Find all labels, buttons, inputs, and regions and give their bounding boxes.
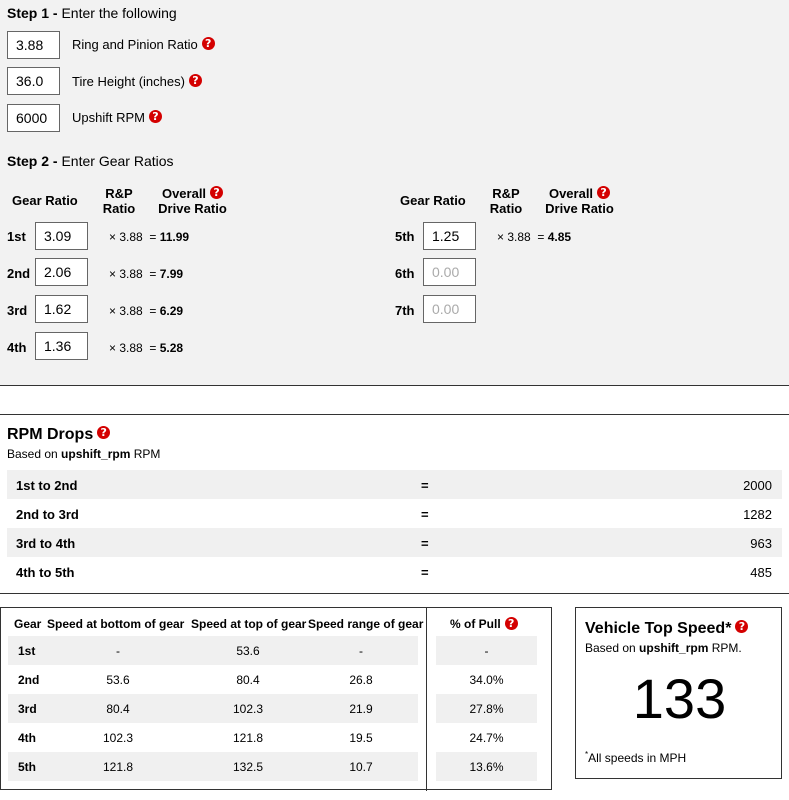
top-speed-title: Vehicle Top Speed*? (585, 620, 749, 638)
step2-title: Step 2 - Enter Gear Ratios (7, 153, 174, 169)
help-icon[interactable]: ? (148, 110, 162, 123)
help-icon[interactable]: ? (201, 37, 215, 50)
gear-1-label: 1st (7, 229, 26, 244)
help-icon[interactable]: ? (188, 74, 202, 87)
speed-units-footnote: *All speeds in MPH (585, 750, 687, 765)
table-row: 3rd 80.4 102.3 21.9 (8, 694, 418, 723)
table-row: 4th 102.3 121.8 19.5 (18, 731, 373, 745)
top-speed-value: 133 (632, 667, 727, 730)
gear-3-label: 3rd (7, 303, 28, 318)
gear-ratio-header: Gear Ratio (400, 193, 466, 208)
gear-4-calc: × 3.88 = 5.28 (109, 341, 184, 355)
gear-2-calc: × 3.88 = 7.99 (109, 267, 184, 281)
help-icon[interactable]: ? (210, 186, 224, 199)
rpm-drops-panel: RPM Drops? Based on upshift_rpm RPM 1st … (0, 414, 789, 594)
pull-cell: 34.0% (469, 673, 504, 687)
top-speed-column-header: Speed at top of gear (191, 617, 307, 631)
rp-ratio-header: R&P Ratio (489, 186, 523, 216)
pull-cell: - (436, 636, 537, 665)
rpm-drop-row: 3rd to 4th = 963 (7, 528, 782, 557)
overall-drive-ratio-header: Overall? Drive Ratio (158, 186, 227, 216)
gear-ratio-header: Gear Ratio (12, 193, 78, 208)
pull-cell: 24.7% (469, 731, 504, 745)
gear-4-label: 4th (7, 340, 27, 355)
gear-5-label: 5th (395, 229, 415, 244)
speed-table-header: Gear Speed at bottom of gear Speed at to… (1, 608, 426, 640)
speed-range-column-header: Speed range of gear (308, 617, 424, 631)
column-divider (426, 608, 427, 791)
ring-pinion-label: Ring and Pinion Ratio? (72, 37, 215, 52)
rpm-drop-row: 2nd to 3rd = 1282 (16, 507, 772, 522)
gear-2-label: 2nd (7, 266, 31, 281)
tire-height-input[interactable]: 36.0 (7, 67, 60, 95)
ring-pinion-input[interactable]: 3.88 (7, 31, 60, 59)
gear-7-input[interactable]: 0.00 (423, 295, 476, 323)
gear-5-calc: × 3.88 = 4.85 (497, 230, 572, 244)
gear-column-header: Gear (14, 617, 42, 631)
pull-cell: 13.6% (436, 752, 537, 781)
help-icon[interactable]: ? (97, 426, 111, 439)
rp-ratio-header: R&P Ratio (102, 186, 136, 216)
help-icon[interactable]: ? (735, 620, 749, 633)
gear-1-calc: × 3.88 = 11.99 (109, 230, 190, 244)
pull-column-header: % of Pull? (450, 617, 518, 631)
input-panel: Step 1 - Enter the following 3.88 Ring a… (0, 0, 789, 386)
pull-cell: 27.8% (436, 694, 537, 723)
gear-6-input[interactable]: 0.00 (423, 258, 476, 286)
rpm-drop-row: 4th to 5th = 485 (16, 565, 772, 580)
gear-2-input[interactable]: 2.06 (35, 258, 88, 286)
rpm-drops-subtitle: Based on upshift_rpm RPM (7, 447, 161, 461)
gear-3-input[interactable]: 1.62 (35, 295, 88, 323)
table-row: 2nd 53.6 80.4 26.8 (18, 673, 373, 687)
upshift-rpm-input[interactable]: 6000 (7, 104, 60, 132)
tire-height-label: Tire Height (inches)? (72, 74, 202, 89)
gear-3-calc: × 3.88 = 6.29 (109, 304, 184, 318)
gear-speed-table: Gear Speed at bottom of gear Speed at to… (0, 607, 552, 791)
rpm-drops-title: RPM Drops? (7, 426, 111, 444)
table-row: 5th 121.8 132.5 10.7 (8, 752, 418, 781)
help-icon[interactable]: ? (504, 617, 518, 630)
help-icon[interactable]: ? (597, 186, 611, 199)
overall-drive-ratio-header: Overall? Drive Ratio (545, 186, 614, 216)
gear-4-input[interactable]: 1.36 (35, 332, 88, 360)
step1-title: Step 1 - Enter the following (7, 5, 177, 21)
bottom-speed-column-header: Speed at bottom of gear (47, 617, 185, 631)
top-speed-subtitle: Based on upshift_rpm RPM. (585, 641, 742, 655)
rpm-drop-row: 1st to 2nd = 2000 (7, 470, 782, 499)
gear-7-label: 7th (395, 303, 415, 318)
table-row: 1st - 53.6 - (8, 636, 418, 665)
top-speed-panel: Vehicle Top Speed*? Based on upshift_rpm… (575, 607, 782, 779)
gear-6-label: 6th (395, 266, 415, 281)
gear-5-input[interactable]: 1.25 (423, 222, 476, 250)
upshift-rpm-label: Upshift RPM? (72, 110, 162, 125)
gear-1-input[interactable]: 3.09 (35, 222, 88, 250)
